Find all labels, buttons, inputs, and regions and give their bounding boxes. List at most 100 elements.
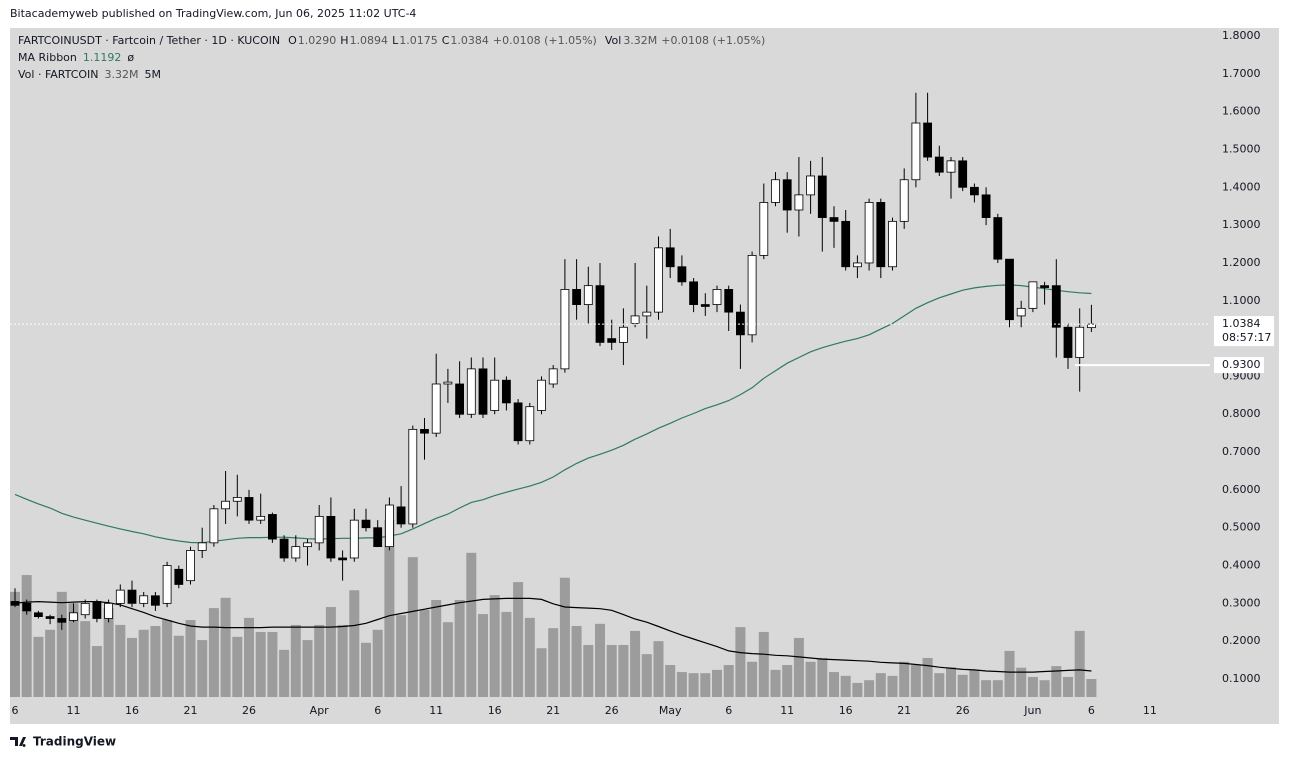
indicator-name: Vol · FARTCOIN	[18, 68, 99, 81]
candle-body	[349, 519, 359, 559]
volume-bar	[442, 622, 453, 697]
candle-body	[560, 289, 570, 370]
volume-bar	[1063, 676, 1073, 697]
y-tick-label: 0.7000	[1222, 445, 1261, 458]
candle-body	[174, 568, 184, 585]
volume-bar	[957, 674, 968, 697]
candle-body	[794, 194, 804, 211]
candle-body	[981, 194, 991, 218]
y-tick-label: 1.8000	[1222, 29, 1261, 42]
candle-body	[888, 220, 897, 268]
volume-bar	[864, 680, 875, 697]
ma-ribbon-line	[14, 284, 1092, 544]
x-tick-label: 11	[67, 704, 81, 717]
candle-body	[1016, 307, 1026, 317]
candle-body	[572, 289, 581, 305]
volume-bar	[747, 661, 758, 697]
ohlc-value: 1.0894	[350, 34, 389, 47]
candle-body	[338, 557, 348, 561]
brand-name: TradingView	[33, 735, 116, 749]
legend: FARTCOINUSDT · Fartcoin / Tether · 1D · …	[18, 34, 765, 81]
candle-body	[45, 616, 55, 619]
candle-body	[209, 508, 219, 544]
y-tick-label: 0.6000	[1222, 483, 1261, 496]
candle-body	[10, 601, 20, 606]
candle-body	[853, 262, 862, 268]
volume-bar	[337, 624, 348, 697]
x-tick-label: 26	[605, 704, 619, 717]
candle-body	[314, 515, 324, 544]
volume-bar	[80, 621, 91, 697]
volume-bar	[314, 624, 325, 697]
y-tick-label: 0.5000	[1222, 521, 1261, 534]
indicator-value: 3.32M	[105, 68, 139, 81]
volume-bar	[887, 675, 898, 697]
volume-bar	[829, 672, 839, 697]
candle-body	[665, 247, 675, 268]
candle-body	[139, 595, 149, 604]
volume-bar	[419, 609, 430, 697]
volume-bar	[934, 673, 945, 697]
candle-body	[150, 595, 160, 606]
volume-bar	[478, 614, 488, 697]
candle-body	[373, 527, 383, 548]
candle-body	[34, 612, 43, 618]
candle-body	[548, 368, 558, 385]
volume-bar	[384, 519, 395, 697]
volume-bar	[1039, 680, 1050, 697]
logo-icon	[10, 737, 26, 747]
candle-body	[724, 289, 734, 313]
candle-body	[946, 160, 956, 173]
y-tick-label: 0.2000	[1222, 634, 1261, 647]
price-label-box	[1214, 316, 1274, 347]
volume-ma-line	[14, 597, 1092, 673]
candle-body	[291, 546, 301, 559]
candle-body	[958, 160, 968, 188]
volume-bar	[981, 680, 992, 697]
volume-bar	[501, 611, 512, 697]
candle-body	[490, 379, 500, 411]
candle-body	[92, 601, 102, 619]
ohlc-key: H	[340, 34, 348, 47]
volume-bar	[852, 682, 863, 697]
candle-body	[408, 428, 418, 525]
volume-bar	[630, 630, 641, 697]
candle-body	[923, 122, 932, 158]
y-tick-label: 0.4000	[1222, 559, 1261, 572]
candle-body	[279, 538, 289, 559]
candle-body	[501, 379, 511, 404]
x-tick-label: 11	[1143, 704, 1157, 717]
candle-body	[782, 179, 792, 211]
x-tick-label: 26	[242, 704, 256, 717]
candle-body	[197, 542, 207, 551]
candle-body	[303, 542, 312, 548]
x-tick-label: 6	[374, 704, 381, 717]
volume-bar	[33, 636, 44, 697]
y-tick-label: 1.7000	[1222, 67, 1261, 80]
candle-body	[22, 602, 32, 612]
volume-bar	[1027, 676, 1038, 697]
x-tick-label: 16	[125, 704, 139, 717]
vol-change: +0.0108 (+1.05%)	[661, 34, 765, 47]
volume-bar	[466, 552, 477, 697]
candle-body	[1051, 285, 1061, 328]
candle-body	[1005, 258, 1014, 321]
x-tick-label: 11	[780, 704, 794, 717]
candle-body	[455, 383, 465, 415]
candle-body	[700, 304, 710, 307]
candle-body	[630, 315, 640, 324]
ohlc-value: 1.0175	[399, 34, 438, 47]
candle-body	[162, 565, 172, 604]
x-tick-label: 16	[839, 704, 853, 717]
candle-body	[747, 254, 757, 336]
brand-logo: TradingView	[10, 735, 116, 749]
volume-bar	[372, 629, 383, 697]
volume-bar	[244, 617, 254, 697]
volume-bar	[454, 599, 465, 697]
candle-body	[361, 519, 371, 529]
candle-body	[537, 379, 546, 411]
candle-body	[993, 217, 1003, 260]
candle-body	[513, 402, 523, 442]
volume-bar	[325, 607, 336, 697]
x-tick-label: 21	[546, 704, 560, 717]
